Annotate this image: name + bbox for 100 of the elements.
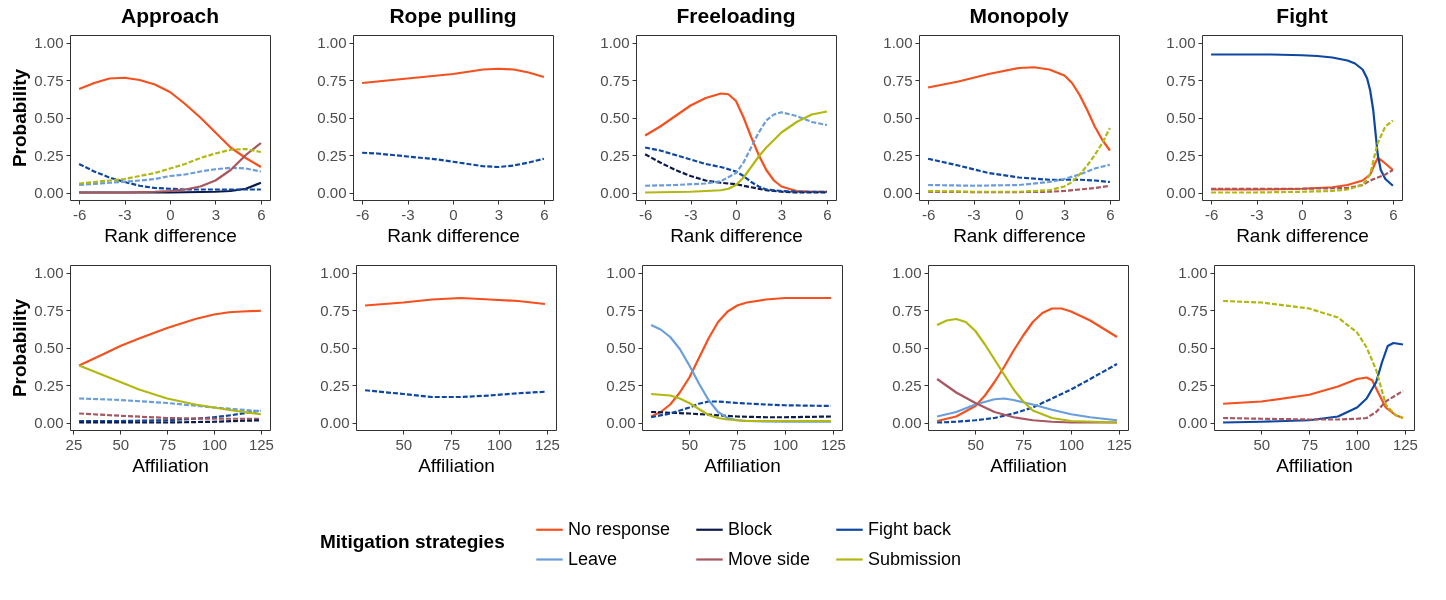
- line-series: [363, 389, 547, 399]
- x-tick-label: 6: [823, 205, 832, 223]
- y-tick-label: 0.75: [600, 71, 630, 89]
- y-tick-label: 1.00: [606, 264, 636, 281]
- line-series: [649, 296, 833, 418]
- chart-title: Monopoly: [969, 4, 1069, 27]
- line-series: [926, 66, 1112, 152]
- x-axis-title: Rank difference: [104, 224, 237, 246]
- x-tick-label: 100: [773, 435, 799, 453]
- y-tick-label: 0.75: [883, 71, 913, 89]
- legend-label: Submission: [868, 548, 962, 569]
- line-series: [77, 141, 263, 194]
- y-tick-label: 0.25: [606, 376, 636, 394]
- legend-label: Move side: [728, 548, 811, 569]
- x-tick-label: 125: [1106, 435, 1132, 453]
- y-tick-label: 0.75: [34, 71, 64, 89]
- line-series: [649, 392, 833, 423]
- y-tick-label: 0.00: [892, 414, 922, 431]
- y-tick-label: 0.50: [883, 109, 913, 126]
- x-axis-title: Affiliation: [132, 454, 209, 476]
- legend-label: Fight back: [868, 518, 953, 539]
- y-tick-label: 0.50: [1166, 109, 1196, 126]
- x-tick-label: -6: [1204, 205, 1219, 223]
- x-tick-label: 75: [729, 435, 747, 453]
- line-series: [935, 397, 1119, 422]
- y-tick-label: 0.00: [320, 414, 350, 431]
- x-tick-label: -3: [684, 205, 698, 223]
- y-tick-label: 0.75: [1166, 71, 1196, 89]
- line-series: [935, 362, 1119, 424]
- y-tick-label: 0.25: [892, 376, 922, 394]
- x-axis-title: Rank difference: [387, 224, 520, 246]
- y-tick-label: 0.25: [317, 146, 347, 164]
- y-tick-label: 0.25: [34, 146, 64, 164]
- y-tick-label: 0.75: [606, 301, 636, 319]
- y-axis-title: Probability: [9, 68, 31, 168]
- x-axis-title: Rank difference: [1236, 224, 1369, 246]
- legend-label: Leave: [568, 548, 618, 569]
- x-tick-label: 6: [540, 205, 549, 223]
- line-series: [926, 157, 1112, 184]
- y-tick-label: 0.00: [1166, 184, 1196, 201]
- x-tick-label: 0: [166, 205, 175, 223]
- x-tick-label: 50: [395, 435, 413, 453]
- chart-title: Approach: [120, 4, 220, 27]
- x-tick-label: -6: [72, 205, 87, 223]
- x-tick-label: 6: [1106, 205, 1115, 223]
- y-tick-label: 0.50: [34, 339, 64, 356]
- y-tick-label: 0.00: [600, 184, 630, 201]
- x-tick-label: 100: [202, 435, 228, 453]
- y-tick-label: 0.00: [317, 184, 347, 201]
- x-tick-label: 3: [211, 205, 221, 223]
- line-series: [1209, 53, 1395, 187]
- y-tick-label: 1.00: [1178, 264, 1208, 281]
- y-tick-label: 1.00: [34, 34, 64, 51]
- line-series: [363, 296, 547, 307]
- line-series: [77, 147, 263, 185]
- x-tick-label: 50: [1253, 435, 1271, 453]
- line-series: [360, 67, 546, 85]
- y-tick-label: 0.00: [34, 184, 64, 201]
- x-tick-label: 125: [248, 435, 274, 453]
- x-tick-label: 0: [449, 205, 458, 223]
- x-tick-label: 125: [1392, 435, 1418, 453]
- legend-label: Block: [728, 518, 774, 539]
- x-tick-label: -6: [355, 205, 370, 223]
- y-tick-label: 0.50: [892, 339, 922, 356]
- y-tick-label: 0.00: [34, 414, 64, 431]
- y-tick-label: 0.75: [892, 301, 922, 319]
- y-tick-label: 0.25: [600, 146, 630, 164]
- chart-title: Rope pulling: [389, 4, 517, 27]
- line-series: [1209, 168, 1395, 190]
- line-series: [643, 153, 829, 194]
- y-tick-label: 1.00: [600, 34, 630, 51]
- y-tick-label: 0.75: [1178, 301, 1208, 319]
- x-tick-label: 125: [820, 435, 846, 453]
- x-tick-label: 50: [681, 435, 699, 453]
- x-tick-label: 3: [1060, 205, 1070, 223]
- y-axis-title: Probability: [9, 298, 31, 398]
- y-tick-label: 1.00: [1166, 34, 1196, 51]
- line-series: [1221, 389, 1405, 421]
- x-axis-title: Affiliation: [418, 454, 495, 476]
- x-tick-label: 50: [112, 435, 130, 453]
- x-tick-label: -6: [921, 205, 936, 223]
- y-tick-label: 0.75: [320, 301, 350, 319]
- y-tick-label: 0.25: [1178, 376, 1208, 394]
- x-tick-label: 100: [1059, 435, 1085, 453]
- x-tick-label: 100: [487, 435, 513, 453]
- x-tick-label: 25: [65, 435, 83, 453]
- x-axis-title: Affiliation: [704, 454, 781, 476]
- x-tick-label: 0: [1015, 205, 1024, 223]
- x-tick-label: 3: [1343, 205, 1353, 223]
- line-series: [77, 76, 263, 169]
- line-series: [1221, 341, 1405, 424]
- y-tick-label: 1.00: [883, 34, 913, 51]
- y-tick-label: 0.75: [317, 71, 347, 89]
- x-tick-label: 3: [494, 205, 504, 223]
- y-tick-label: 0.75: [34, 301, 64, 319]
- chart-title: Fight: [1276, 4, 1328, 27]
- x-axis-title: Affiliation: [1276, 454, 1353, 476]
- line-series: [1221, 299, 1405, 420]
- x-tick-label: -3: [401, 205, 415, 223]
- legend-label: No response: [568, 518, 671, 539]
